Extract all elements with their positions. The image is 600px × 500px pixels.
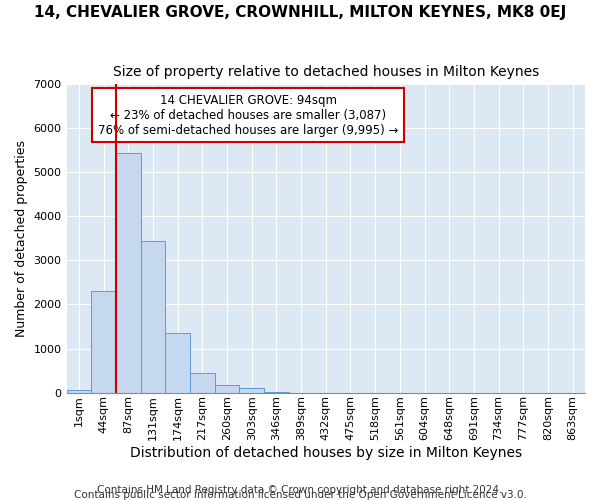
Title: Size of property relative to detached houses in Milton Keynes: Size of property relative to detached ho… (113, 65, 539, 79)
Bar (91, 292, 116, 392)
Y-axis label: Number of detached properties: Number of detached properties (15, 140, 28, 337)
X-axis label: Distribution of detached houses by size in Milton Keynes: Distribution of detached houses by size … (130, 446, 522, 460)
Bar (215, 385, 239, 392)
Bar (67, 390, 91, 392)
Bar (190, 372, 215, 392)
Text: 14, CHEVALIER GROVE, CROWNHILL, MILTON KEYNES, MK8 0EJ: 14, CHEVALIER GROVE, CROWNHILL, MILTON K… (34, 5, 566, 20)
Text: Contains public sector information licensed under the Open Government Licence v3: Contains public sector information licen… (74, 490, 526, 500)
Text: 14 CHEVALIER GROVE: 94sqm
← 23% of detached houses are smaller (3,087)
76% of se: 14 CHEVALIER GROVE: 94sqm ← 23% of detac… (98, 94, 398, 136)
Bar (116, 152, 140, 392)
Bar (165, 333, 190, 392)
Bar (140, 240, 165, 392)
Text: Contains HM Land Registry data © Crown copyright and database right 2024.: Contains HM Land Registry data © Crown c… (97, 485, 503, 495)
Bar (239, 388, 264, 392)
